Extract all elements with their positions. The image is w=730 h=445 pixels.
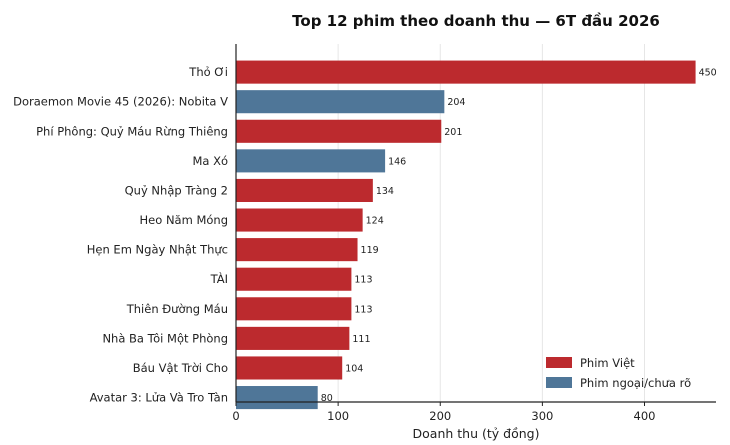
category-label: Heo Năm Móng	[140, 213, 228, 227]
data-label: 113	[354, 275, 372, 286]
legend: Phim Việt Phim ngoại/chưa rõ	[546, 356, 691, 390]
category-label: Báu Vật Trời Cho	[133, 361, 228, 375]
x-tick-label: 400	[634, 409, 656, 423]
category-label: Phí Phông: Quỷ Máu Rừng Thiêng	[36, 124, 228, 138]
bar	[236, 326, 350, 350]
bar	[236, 238, 358, 262]
bar	[236, 386, 318, 410]
category-label: Nhà Ba Tôi Một Phòng	[102, 331, 228, 345]
data-label: 104	[345, 363, 363, 374]
legend-swatch	[546, 357, 572, 368]
x-tick-label: 0	[232, 409, 239, 423]
category-label: Quỷ Nhập Tràng 2	[125, 183, 228, 197]
x-axis-title: Doanh thu (tỷ đồng)	[413, 426, 540, 441]
data-label: 124	[366, 216, 384, 227]
category-label: Ma Xó	[192, 154, 228, 168]
data-label: 201	[444, 127, 462, 138]
data-label: 80	[321, 393, 333, 404]
data-label: 134	[376, 186, 394, 197]
x-tick-label: 300	[531, 409, 553, 423]
axes: 0 100 200 300 400	[232, 44, 716, 423]
bar	[236, 178, 373, 202]
category-label: Avatar 3: Lửa Và Tro Tàn	[90, 391, 228, 405]
legend-swatch	[546, 377, 572, 388]
data-label: 204	[447, 97, 465, 108]
category-label: Hẹn Em Ngày Nhật Thực	[87, 243, 228, 257]
data-label: 111	[352, 334, 370, 345]
data-label: 450	[699, 68, 717, 79]
chart-title: Top 12 phim theo doanh thu — 6T đầu 2026	[292, 12, 660, 30]
data-label: 113	[354, 304, 372, 315]
bar	[236, 208, 363, 232]
data-label: 146	[388, 156, 406, 167]
bar	[236, 356, 343, 380]
bar	[236, 60, 696, 84]
category-label: TÀI	[210, 271, 228, 286]
legend-label: Phim Việt	[580, 356, 635, 370]
x-tick-label: 100	[327, 409, 349, 423]
x-tick-label: 200	[429, 409, 451, 423]
bar	[236, 267, 352, 291]
bars: Thỏ Ơi 450 Doraemon Movie 45 (2026): Nobit…	[13, 60, 717, 410]
category-label: Doraemon Movie 45 (2026): Nobita V	[13, 95, 228, 109]
bar	[236, 90, 445, 114]
category-label: Thỏ Ơi	[188, 65, 228, 79]
category-label: Thiên Đường Máu	[126, 302, 228, 316]
bar	[236, 297, 352, 321]
bar	[236, 119, 442, 143]
legend-label: Phim ngoại/chưa rõ	[580, 376, 691, 390]
data-label: 119	[361, 245, 379, 256]
bar	[236, 149, 386, 173]
